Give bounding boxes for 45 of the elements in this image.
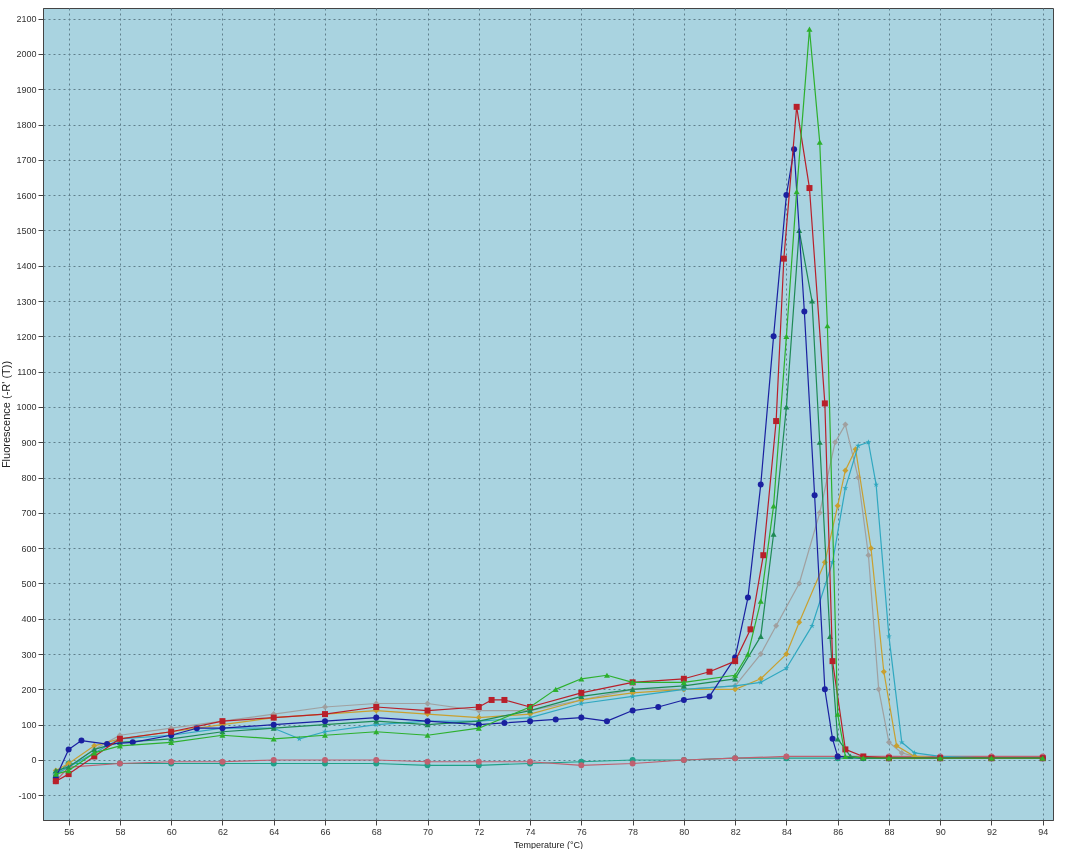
y-tick-label: 1000 [16, 402, 37, 413]
y-tick-label: 2100 [16, 14, 37, 25]
y-tick-label: 400 [21, 614, 37, 625]
y-tick-label: 1200 [16, 331, 37, 342]
y-axis-title: Fluorescence (-R' (T)) [0, 360, 13, 469]
x-tick-label: 84 [781, 826, 792, 837]
x-tick-label: 58 [115, 826, 126, 837]
x-tick-label: 70 [423, 826, 434, 837]
y-tick-label: 100 [21, 720, 37, 731]
x-tick-label: 60 [166, 826, 177, 837]
y-tick-label: 1600 [16, 190, 37, 201]
x-tick-label: 80 [679, 826, 690, 837]
x-tick-label: 74 [525, 826, 536, 837]
y-tick-label: 1100 [17, 367, 37, 378]
x-tick-label: 82 [730, 826, 741, 837]
x-tick-label: 56 [64, 826, 75, 837]
y-tick-label: -100 [18, 790, 37, 801]
y-tick-label: 600 [21, 543, 37, 554]
y-tick-label: 2000 [16, 49, 37, 60]
x-tick-label: 94 [1038, 826, 1049, 837]
x-tick-label: 92 [986, 826, 997, 837]
y-tick-label: 500 [21, 578, 37, 589]
y-tick-label: 700 [21, 508, 37, 519]
y-tick-label: 1900 [16, 84, 37, 95]
x-tick-label: 68 [371, 826, 382, 837]
x-axis-title: Temperature (°C) [513, 839, 584, 850]
x-tick-label: 72 [474, 826, 485, 837]
x-tick-label: 62 [217, 826, 228, 837]
x-tick-label: 86 [833, 826, 844, 837]
x-tick-label: 76 [576, 826, 587, 837]
y-tick-label: 1300 [16, 296, 37, 307]
y-tick-label: 0 [31, 755, 37, 766]
x-tick-label: 66 [320, 826, 331, 837]
y-tick-label: 900 [21, 437, 37, 448]
y-tick-label: 300 [21, 649, 37, 660]
y-tick-label: 1700 [16, 155, 37, 166]
x-tick-label: 90 [935, 826, 946, 837]
y-tick-label: 200 [21, 684, 37, 695]
y-tick-label: 1400 [16, 261, 37, 272]
y-tick-label: 1800 [16, 120, 37, 130]
y-tick-label: 800 [21, 473, 37, 484]
x-tick-label: 64 [269, 826, 280, 837]
y-tick-label: 1500 [16, 225, 37, 236]
x-tick-label: 78 [628, 826, 639, 837]
x-tick-label: 88 [884, 826, 895, 837]
